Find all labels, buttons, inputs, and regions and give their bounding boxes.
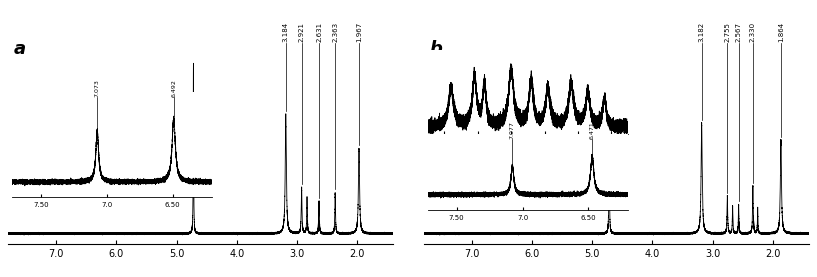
Text: 2.567: 2.567: [735, 22, 742, 42]
Text: b: b: [430, 40, 443, 58]
Text: 2.755: 2.755: [725, 22, 730, 42]
Text: 2.921: 2.921: [299, 22, 305, 42]
Text: 3.184: 3.184: [283, 22, 288, 42]
Text: 3.182: 3.182: [699, 22, 704, 42]
Text: 1.864: 1.864: [778, 22, 784, 42]
Text: a: a: [14, 40, 26, 58]
Text: 2.631: 2.631: [316, 22, 322, 42]
Text: 1.967: 1.967: [356, 22, 362, 42]
Text: 2.363: 2.363: [333, 22, 338, 42]
Text: 2.330: 2.330: [750, 22, 756, 42]
